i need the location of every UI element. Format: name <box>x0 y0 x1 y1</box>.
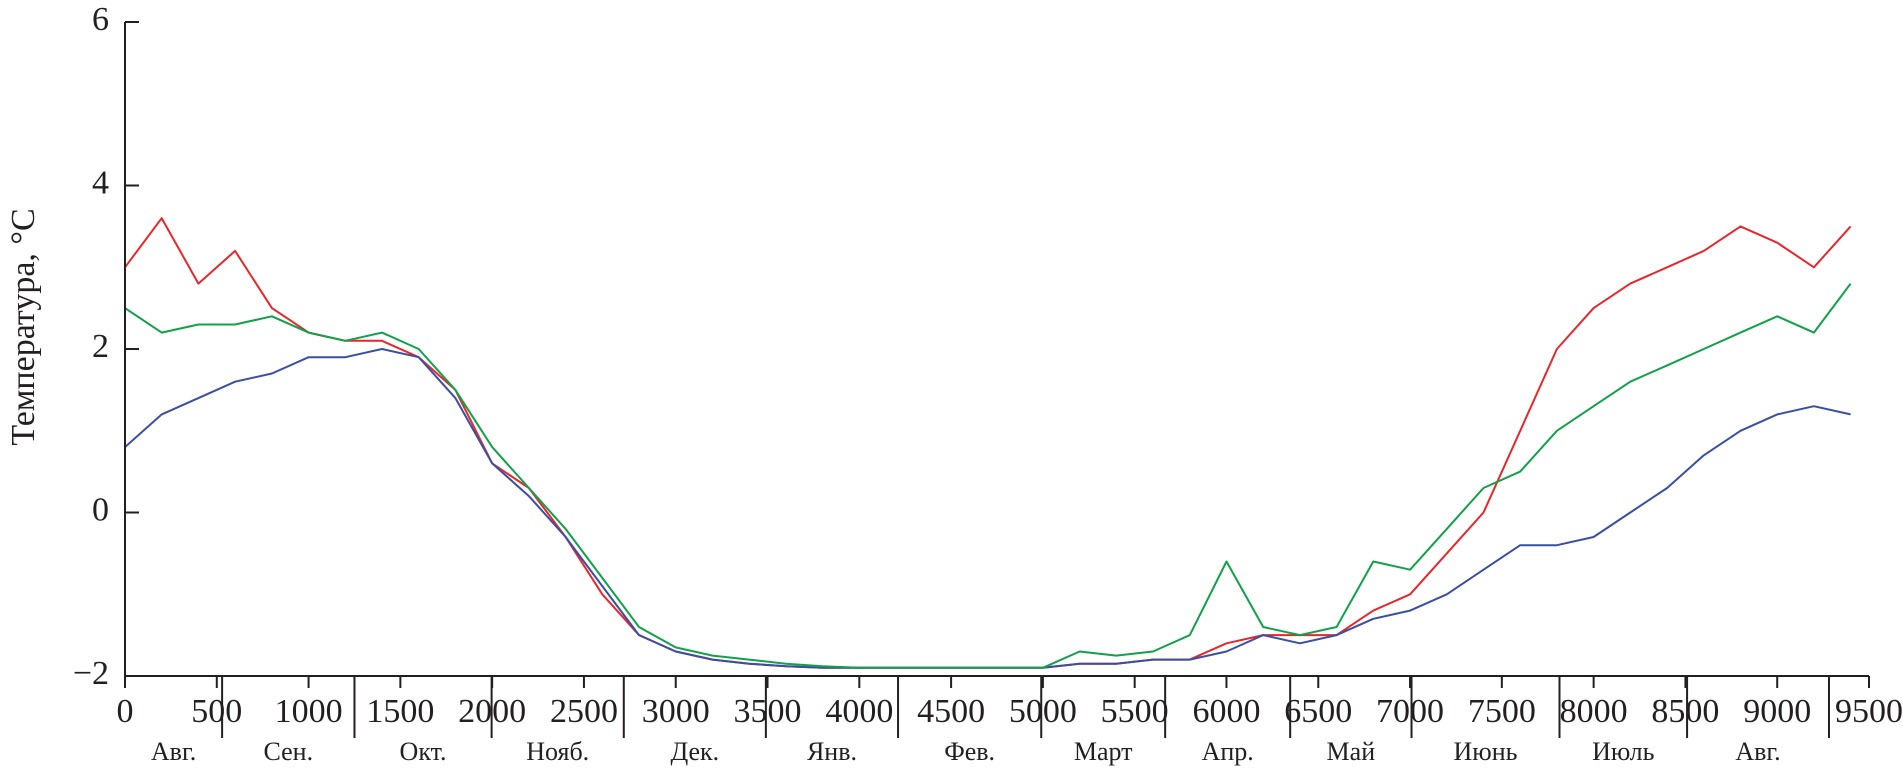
x-tick-label: 5000 <box>1009 693 1077 730</box>
x-tick-label: 1000 <box>275 693 343 730</box>
month-label: Фев. <box>944 737 995 766</box>
x-tick-label: 3500 <box>734 693 802 730</box>
month-label: Нояб. <box>526 737 589 766</box>
y-tick-label: 6 <box>92 1 109 38</box>
x-tick-label: 6000 <box>1192 693 1260 730</box>
x-tick-label: 9000 <box>1743 693 1811 730</box>
x-tick-label: 4000 <box>825 693 893 730</box>
x-tick-label: 8000 <box>1560 693 1628 730</box>
x-tick-label: 4500 <box>917 693 985 730</box>
month-label: Авг. <box>151 737 196 766</box>
month-label: Сен. <box>263 737 313 766</box>
series-line <box>124 283 1852 669</box>
series-line <box>124 348 1851 669</box>
x-tick-label: 7500 <box>1468 693 1536 730</box>
y-tick-label: 2 <box>92 328 109 365</box>
month-label: Янв. <box>807 737 857 766</box>
y-tick-label: 4 <box>92 164 109 201</box>
x-tick-label: 2500 <box>550 693 618 730</box>
y-axis-label: Температура, °C <box>5 208 42 445</box>
x-tick-label: 1500 <box>366 693 434 730</box>
month-label: Дек. <box>670 737 719 766</box>
month-label: Июль <box>1592 737 1655 766</box>
x-tick-label: 6500 <box>1284 693 1352 730</box>
y-tick-label: 0 <box>92 491 109 528</box>
month-label: Апр. <box>1202 737 1254 766</box>
x-tick-label: 7000 <box>1376 693 1444 730</box>
series-line <box>124 217 1852 669</box>
x-tick-label: 0 <box>117 693 134 730</box>
month-label: Июнь <box>1454 737 1518 766</box>
month-label: Окт. <box>400 737 447 766</box>
month-label: Март <box>1074 737 1133 766</box>
x-tick-label: 500 <box>191 693 242 730</box>
x-tick-label: 5500 <box>1101 693 1169 730</box>
month-label: Авг. <box>1735 737 1780 766</box>
x-tick-label: 3000 <box>642 693 710 730</box>
y-tick-label: −2 <box>73 655 109 692</box>
x-tick-label: 8500 <box>1651 693 1719 730</box>
month-label: Май <box>1327 737 1376 766</box>
x-tick-label: 9500 <box>1835 693 1903 730</box>
